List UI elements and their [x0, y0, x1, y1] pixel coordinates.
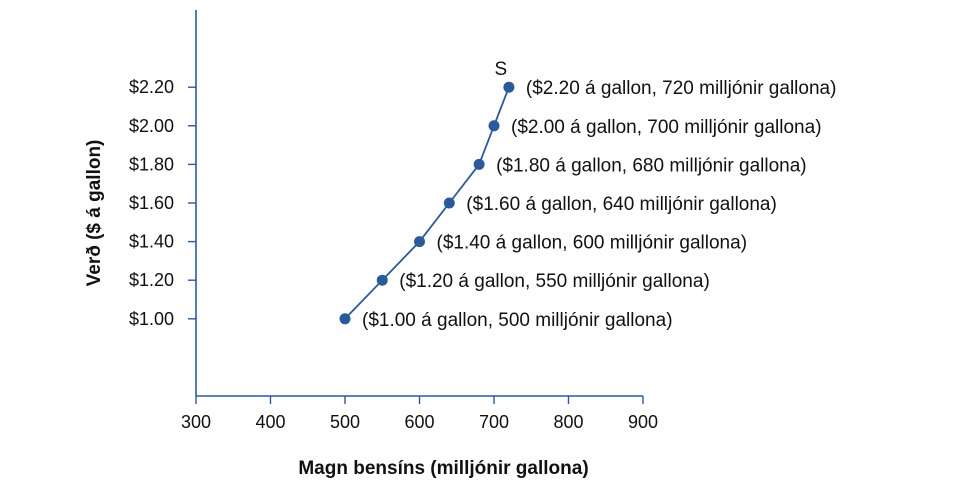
data-point — [488, 120, 500, 132]
data-point — [376, 274, 388, 286]
y-axis-title: Verð ($ á gallon) — [84, 140, 105, 287]
data-label: ($1.40 á gallon, 600 milljónir gallona) — [437, 233, 748, 254]
data-label: ($2.20 á gallon, 720 milljónir gallona) — [526, 78, 837, 99]
data-point — [443, 197, 455, 209]
y-tick-label: $1.40 — [129, 232, 174, 252]
y-tick-label: $1.60 — [129, 193, 174, 213]
series-layer: ($1.00 á gallon, 500 milljónir gallona) (… — [339, 59, 837, 331]
x-tick-label: 800 — [553, 412, 583, 432]
x-tick-label: 700 — [479, 412, 509, 432]
series-name-label: S — [495, 59, 508, 80]
x-tick-label: 400 — [255, 412, 285, 432]
y-tick-label: $1.00 — [129, 309, 174, 329]
y-tick-label: $1.80 — [129, 154, 174, 174]
data-label: ($1.60 á gallon, 640 milljónir gallona) — [466, 194, 777, 215]
x-tick-label: 600 — [404, 412, 434, 432]
x-tick-label: 900 — [628, 412, 658, 432]
x-axis-title: Magn bensíns (milljónir gallona) — [298, 458, 588, 479]
data-label: ($1.80 á gallon, 680 milljónir gallona) — [496, 155, 807, 176]
x-tick-label: 500 — [330, 412, 360, 432]
y-tick-label: $2.20 — [129, 77, 174, 97]
data-label: ($1.20 á gallon, 550 milljónir gallona) — [399, 271, 710, 292]
axes: 300 400 500 600 700 800 900 $1.00 $1.20 $1.40 $1.6… — [129, 10, 658, 432]
data-point — [414, 236, 425, 248]
data-point — [503, 81, 515, 93]
data-point — [473, 158, 485, 170]
y-tick-label: $2.00 — [129, 116, 174, 136]
x-tick-label: 300 — [181, 412, 211, 432]
y-tick-label: $1.20 — [129, 270, 174, 290]
data-label: ($2.00 á gallon, 700 milljónir gallona) — [511, 117, 822, 138]
data-label: ($1.00 á gallon, 500 milljónir gallona) — [362, 310, 673, 331]
data-point — [339, 313, 351, 325]
